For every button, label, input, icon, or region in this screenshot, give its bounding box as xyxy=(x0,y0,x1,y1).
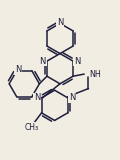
Text: NH: NH xyxy=(90,70,101,79)
Text: CH₃: CH₃ xyxy=(24,123,39,132)
Text: N: N xyxy=(69,93,75,102)
Text: N: N xyxy=(57,18,63,27)
Text: N: N xyxy=(34,93,40,102)
Text: N: N xyxy=(15,65,21,74)
Text: N: N xyxy=(39,57,46,66)
Text: N: N xyxy=(74,57,81,66)
